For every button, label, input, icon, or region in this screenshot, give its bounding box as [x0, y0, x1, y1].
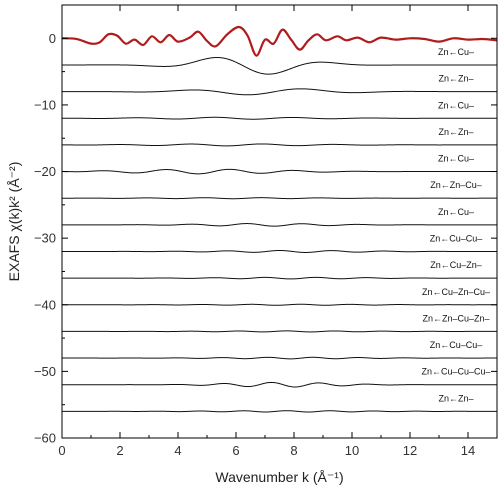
- path-label-14: Zn←Zn–: [438, 393, 473, 403]
- total-curve: [61, 25, 498, 57]
- path-curves: [61, 57, 497, 413]
- path-label-8: Zn←Cu–Cu–: [430, 233, 483, 243]
- x-axis-label: Wavenumber k (Å⁻¹): [215, 469, 343, 485]
- x-tick-label-2: 2: [116, 443, 123, 458]
- x-tick-label-8: 8: [290, 443, 297, 458]
- path-curve-12: [62, 356, 497, 360]
- y-tick-label--20: −20: [34, 164, 56, 179]
- path-label-10: Zn←Cu–Zn–Cu–: [422, 287, 490, 297]
- path-curve-2: [62, 88, 497, 96]
- path-label-9: Zn←Cu–Zn–: [430, 260, 482, 270]
- path-label-4: Zn←Zn–: [438, 127, 473, 137]
- total-exafs-line: [61, 25, 498, 57]
- x-tick-label-0: 0: [58, 443, 65, 458]
- path-curve-4: [62, 143, 497, 147]
- path-label-1: Zn←Cu–: [438, 47, 474, 57]
- x-tick-label-12: 12: [403, 443, 417, 458]
- path-curve-13: [62, 381, 497, 388]
- path-curve-10: [62, 303, 497, 306]
- path-curve-11: [62, 330, 497, 333]
- path-curve-1: [62, 57, 497, 75]
- y-tick-label-0: 0: [49, 31, 56, 46]
- y-tick-label--40: −40: [34, 297, 56, 312]
- path-label-7: Zn←Cu–: [438, 207, 474, 217]
- path-curve-5: [62, 168, 497, 175]
- path-curve-14: [62, 410, 497, 413]
- path-curve-6: [61, 197, 497, 200]
- path-curve-9: [62, 276, 497, 280]
- path-labels: Zn←Cu–Zn←Zn–Zn←Cu–Zn←Zn–Zn←Cu–Zn←Zn–Cu–Z…: [421, 47, 490, 403]
- path-label-11: Zn←Zn–Cu–Zn–: [422, 313, 489, 323]
- y-tick-label--50: −50: [34, 364, 56, 379]
- y-axis-label: EXAFS χ(k)k² (Å⁻²): [6, 162, 22, 282]
- path-label-2: Zn←Zn–: [438, 74, 473, 84]
- x-tick-label-10: 10: [345, 443, 359, 458]
- path-curve-7: [62, 223, 497, 227]
- y-tick-label--10: −10: [34, 97, 56, 112]
- path-label-5: Zn←Cu–: [438, 154, 474, 164]
- path-label-13: Zn←Cu–Cu–Cu–: [421, 367, 490, 377]
- x-tick-label-6: 6: [232, 443, 239, 458]
- path-curve-3: [61, 116, 497, 120]
- path-label-6: Zn←Zn–Cu–: [430, 180, 482, 190]
- path-label-3: Zn←Cu–: [438, 100, 474, 110]
- axis-ticks: 0 2 4 6 8 10 12 14 0 −10 −20 −30 −40 −50 −60: [34, 4, 497, 458]
- path-curve-8: [62, 250, 497, 253]
- path-label-12: Zn←Cu–Cu–: [430, 340, 483, 350]
- x-tick-label-4: 4: [174, 443, 181, 458]
- y-tick-label--30: −30: [34, 231, 56, 246]
- y-tick-label--60: −60: [34, 431, 56, 446]
- x-tick-label-14: 14: [461, 443, 475, 458]
- plot-frame: [61, 4, 498, 439]
